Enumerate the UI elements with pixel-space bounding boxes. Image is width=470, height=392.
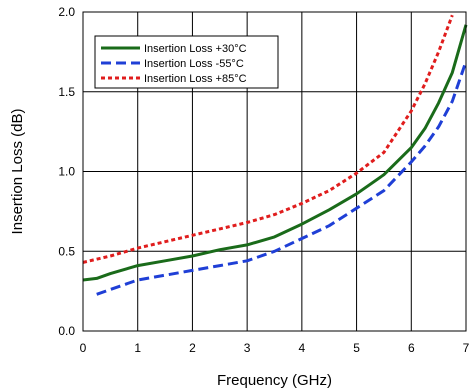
y-tick-label: 1.0: [58, 165, 75, 179]
x-tick-label: 2: [189, 341, 196, 355]
y-tick-label: 0.5: [58, 244, 75, 258]
y-tick-label: 0.0: [58, 324, 75, 338]
x-tick-label: 5: [353, 341, 360, 355]
y-axis-title: Insertion Loss (dB): [9, 109, 26, 235]
x-tick-label: 6: [408, 341, 415, 355]
series-line-2: [96, 60, 468, 296]
x-tick-label: 0: [80, 341, 87, 355]
x-tick-label: 3: [244, 341, 251, 355]
legend-label-1: Insertion Loss +30°C: [144, 43, 247, 55]
legend: Insertion Loss +30°C Insertion Loss -55°C…: [94, 35, 279, 89]
x-tick-label: 7: [463, 341, 470, 355]
legend-label-2: Insertion Loss -55°C: [144, 58, 244, 70]
series-line-3: [82, 14, 454, 264]
y-tick-label: 2.0: [58, 5, 75, 19]
tick-labels: 0 1 2 3 4 5 6 7 0.0 0.5 1.0 1.5 2.0: [58, 5, 469, 355]
x-axis-title: Frequency (GHz): [217, 372, 332, 389]
x-tick-label: 4: [299, 341, 306, 355]
y-tick-label: 1.5: [58, 85, 75, 99]
legend-label-3: Insertion Loss +85°C: [144, 73, 247, 85]
series-line-1: [82, 24, 468, 282]
x-tick-label: 1: [134, 341, 141, 355]
series-lines: [82, 14, 468, 296]
plot-frame: [82, 11, 467, 332]
